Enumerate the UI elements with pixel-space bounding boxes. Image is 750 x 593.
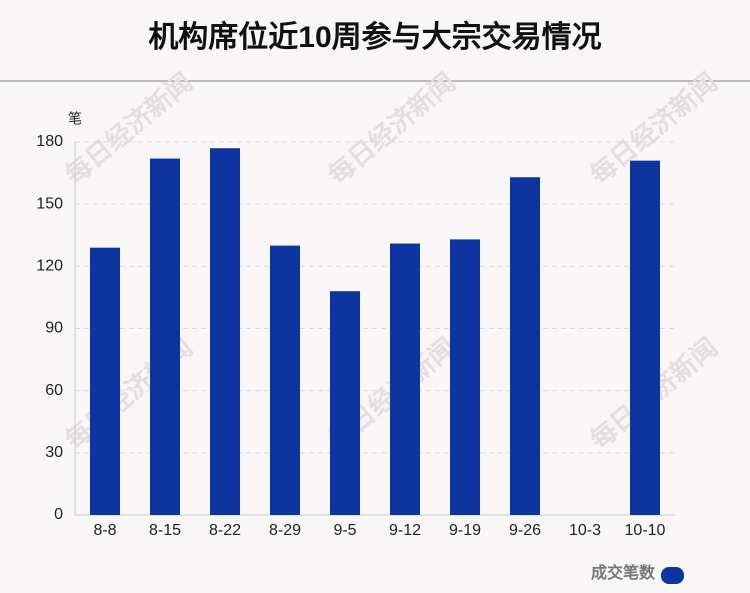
x-tick-label: 10-10 xyxy=(625,522,666,539)
x-tick-label: 8-8 xyxy=(93,522,116,539)
bar xyxy=(390,243,420,516)
x-tick-label: 8-29 xyxy=(269,522,301,539)
bar xyxy=(450,239,480,515)
bar xyxy=(510,177,540,515)
x-tick-label: 9-5 xyxy=(333,522,356,539)
x-tick-label: 10-3 xyxy=(569,522,601,539)
x-tick-label: 9-12 xyxy=(389,522,421,539)
chart-title: 机构席位近10周参与大宗交易情况 xyxy=(148,20,601,54)
y-axis-label: 笔 xyxy=(68,111,82,127)
y-tick-label: 150 xyxy=(36,195,63,212)
bar xyxy=(90,247,120,515)
y-tick-label: 0 xyxy=(54,506,63,523)
bar xyxy=(270,245,300,515)
x-tick-label: 8-22 xyxy=(209,522,241,539)
y-tick-label: 90 xyxy=(45,320,63,337)
legend-swatch xyxy=(661,567,684,584)
x-tick-label: 9-19 xyxy=(449,522,481,539)
bar xyxy=(210,148,240,515)
bar xyxy=(630,160,660,515)
x-tick-label: 8-15 xyxy=(149,522,181,539)
bar xyxy=(330,291,360,515)
y-tick-label: 60 xyxy=(45,382,63,399)
y-tick-label: 120 xyxy=(36,258,63,275)
y-tick-label: 180 xyxy=(36,133,63,150)
bar xyxy=(150,158,180,516)
legend-label: 成交笔数 xyxy=(591,563,656,582)
y-tick-label: 30 xyxy=(45,444,63,461)
x-tick-label: 9-26 xyxy=(509,522,541,539)
